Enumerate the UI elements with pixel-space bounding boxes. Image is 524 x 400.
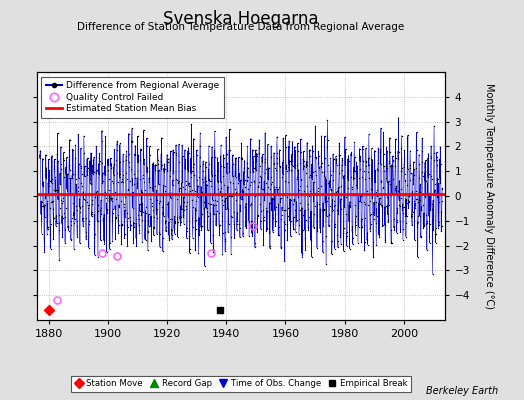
Y-axis label: Monthly Temperature Anomaly Difference (°C): Monthly Temperature Anomaly Difference (… xyxy=(484,83,494,309)
Text: Berkeley Earth: Berkeley Earth xyxy=(425,386,498,396)
Legend: Station Move, Record Gap, Time of Obs. Change, Empirical Break: Station Move, Record Gap, Time of Obs. C… xyxy=(71,376,411,392)
Text: Svenska Hoegarna: Svenska Hoegarna xyxy=(163,10,319,28)
Legend: Difference from Regional Average, Quality Control Failed, Estimated Station Mean: Difference from Regional Average, Qualit… xyxy=(41,76,224,118)
Text: Difference of Station Temperature Data from Regional Average: Difference of Station Temperature Data f… xyxy=(78,22,405,32)
